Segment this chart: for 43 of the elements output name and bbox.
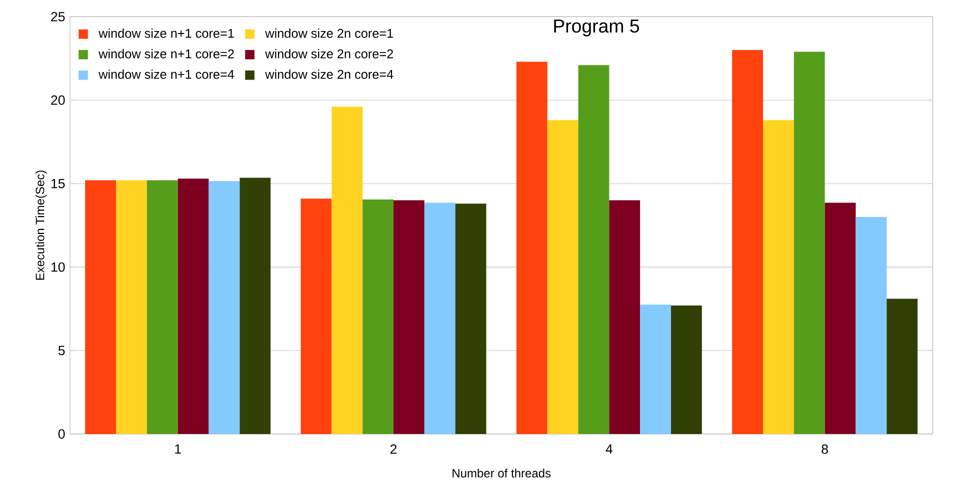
bar [794,52,825,434]
bar [824,202,856,434]
bar [516,62,548,434]
y-tick-label: 5 [58,346,65,356]
bar [856,217,887,434]
y-tick-label: 10 [51,262,65,272]
bar [394,200,424,434]
legend-label: window size n+1 core=1 [98,28,234,38]
bar [455,204,486,434]
bar [732,50,764,434]
y-axis-title: Execution Time(Sec) [35,170,47,280]
bar [178,178,209,434]
bar [640,304,671,434]
bar [886,298,918,434]
y-tick-label: 15 [51,178,65,188]
y-tick-label: 0 [58,429,65,439]
bar [362,199,394,434]
x-tick-label: 1 [175,444,181,454]
bar [116,180,147,434]
bar [208,181,240,434]
legend-label: window size 2n core=4 [265,70,394,79]
bar [85,180,116,434]
bar [300,198,332,434]
bar [240,178,271,434]
bar [670,305,702,434]
x-tick-label: 4 [606,444,612,454]
bar [146,180,178,434]
y-tick-label: 25 [51,12,65,22]
x-tick-label: 8 [822,444,828,454]
legend-label: window size n+1 core=2 [98,49,234,58]
legend-label: window size 2n core=2 [265,49,393,58]
legend-label: window size n+1 core=4 [98,70,234,79]
bar [578,65,610,434]
bar [424,202,456,434]
chart-title: Program 5 [554,20,639,36]
x-axis-title: Number of threads [452,468,551,478]
bar [609,200,640,434]
bar [547,120,578,434]
y-tick-label: 20 [51,95,65,105]
bar [332,106,363,434]
bar [763,120,794,434]
legend-label: window size 2n core=1 [265,28,393,38]
x-tick-label: 2 [390,444,397,454]
